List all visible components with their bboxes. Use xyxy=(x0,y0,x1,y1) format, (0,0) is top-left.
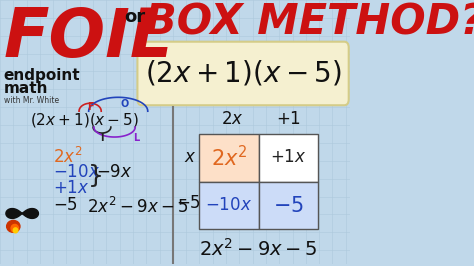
Text: FOIL: FOIL xyxy=(4,5,173,71)
Ellipse shape xyxy=(7,221,20,232)
Bar xyxy=(200,134,259,182)
Text: $x$: $x$ xyxy=(183,149,196,166)
Text: $2x$: $2x$ xyxy=(221,111,244,128)
Text: $(2x + 1)(x - 5)$: $(2x + 1)(x - 5)$ xyxy=(145,59,341,88)
Text: $-10x$: $-10x$ xyxy=(206,197,253,214)
Bar xyxy=(259,182,318,229)
Ellipse shape xyxy=(11,225,18,232)
Text: $-10x$: $-10x$ xyxy=(53,164,100,181)
Bar xyxy=(200,182,259,229)
Text: $+1x$: $+1x$ xyxy=(53,180,90,197)
Text: $2x^2-9x-5$: $2x^2-9x-5$ xyxy=(199,238,318,260)
Text: $+1x$: $+1x$ xyxy=(270,149,306,166)
Text: I: I xyxy=(100,133,104,143)
Text: math: math xyxy=(4,81,48,96)
Text: $2x^2$: $2x^2$ xyxy=(53,147,82,167)
Text: $-5$: $-5$ xyxy=(176,195,201,212)
Text: $-5$: $-5$ xyxy=(273,196,303,215)
Text: BOX METHOD?: BOX METHOD? xyxy=(145,2,474,44)
Text: L: L xyxy=(134,133,140,143)
Text: $\}$: $\}$ xyxy=(87,162,102,189)
Text: $-5$: $-5$ xyxy=(53,197,78,214)
Text: endpoint: endpoint xyxy=(4,68,80,82)
Text: with Mr. White: with Mr. White xyxy=(4,96,59,105)
Text: $2x^2-9x-5$: $2x^2-9x-5$ xyxy=(87,197,189,217)
Text: or: or xyxy=(124,8,145,26)
Text: $-9x$: $-9x$ xyxy=(96,164,133,181)
FancyBboxPatch shape xyxy=(137,42,349,105)
Text: $(2x + 1)(x - 5)$: $(2x + 1)(x - 5)$ xyxy=(30,111,139,129)
Text: $2x^2$: $2x^2$ xyxy=(211,145,247,171)
Text: $+1$: $+1$ xyxy=(275,111,301,128)
Bar xyxy=(259,134,318,182)
Text: O: O xyxy=(121,99,129,109)
Ellipse shape xyxy=(13,228,18,233)
Text: F: F xyxy=(87,102,93,112)
Polygon shape xyxy=(6,209,38,218)
